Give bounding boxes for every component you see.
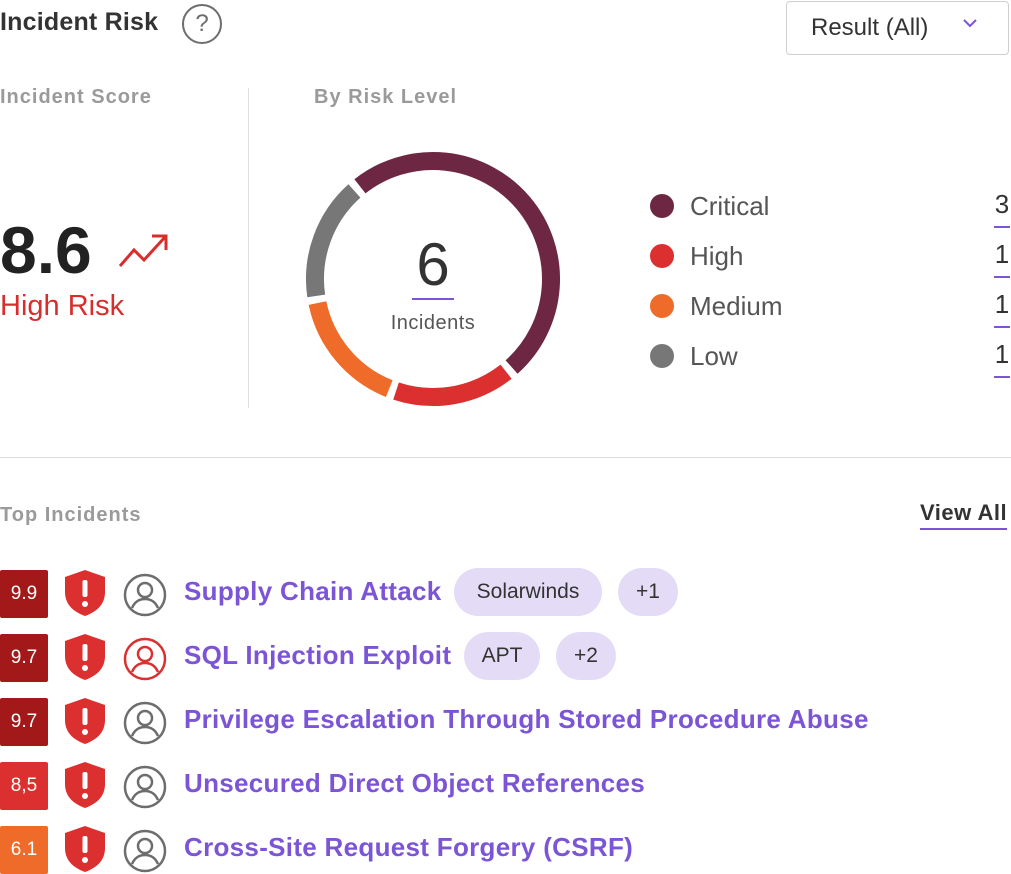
incident-score-badge: 6.1 — [0, 826, 48, 874]
incident-title-link[interactable]: Unsecured Direct Object References — [184, 768, 646, 798]
incident-row: 8,5 Unsecured Direct Object References — [0, 760, 1011, 810]
incident-total[interactable]: 6 — [416, 231, 450, 298]
medium-dot — [650, 294, 674, 318]
incident-total-underline — [412, 298, 454, 300]
incident-score-value: 8.6 — [0, 213, 92, 287]
shield-alert-icon — [65, 762, 105, 808]
incident-total-caption: Incidents — [390, 312, 476, 334]
legend-label: High — [690, 241, 744, 271]
donut-segment-high[interactable] — [393, 364, 512, 406]
incident-row: 6.1 Cross-Site Request Forgery (CSRF) — [0, 824, 1011, 874]
incident-tag[interactable]: APT — [464, 632, 540, 680]
risk-level-label: By Risk Level — [314, 86, 458, 108]
legend-count[interactable]: 1 — [994, 239, 1010, 278]
incident-title-link[interactable]: Cross-Site Request Forgery (CSRF) — [184, 832, 634, 862]
more-tags-badge[interactable]: +2 — [556, 632, 616, 680]
risk-donut-chart — [306, 152, 560, 406]
more-tags-badge[interactable]: +1 — [618, 568, 678, 616]
legend-item-medium: Medium 1 — [650, 286, 1010, 328]
donut-segment-critical[interactable] — [354, 152, 560, 374]
top-incidents-label: Top Incidents — [0, 504, 142, 526]
widget-title: Incident Risk — [0, 8, 159, 36]
low-dot — [650, 344, 674, 368]
shield-alert-icon — [65, 826, 105, 872]
user-icon[interactable] — [122, 764, 168, 810]
incident-score-badge: 8,5 — [0, 762, 48, 810]
vertical-divider — [248, 88, 249, 408]
incident-row: 9.9 Supply Chain Attack Solarwinds +1 — [0, 568, 1011, 618]
shield-alert-icon — [65, 698, 105, 744]
legend-item-critical: Critical 3 — [650, 186, 1010, 228]
legend-count[interactable]: 1 — [994, 289, 1010, 328]
help-icon[interactable]: ? — [182, 4, 222, 44]
legend-label: Low — [690, 341, 738, 371]
chevron-down-icon — [963, 19, 977, 28]
result-filter-dropdown[interactable]: Result (All) — [786, 1, 1009, 55]
trend-up-icon — [118, 234, 168, 267]
incident-score-badge: 9.7 — [0, 634, 48, 682]
legend-label: Critical — [690, 191, 770, 221]
user-icon[interactable] — [122, 700, 168, 746]
incident-row: 9.7 SQL Injection Exploit APT +2 — [0, 632, 1011, 682]
shield-alert-icon — [65, 634, 105, 680]
risk-level-text: High Risk — [0, 290, 125, 322]
incident-tag[interactable]: Solarwinds — [454, 568, 602, 616]
user-icon[interactable] — [122, 828, 168, 874]
result-filter-label: Result (All) — [811, 14, 929, 41]
legend-count[interactable]: 3 — [994, 189, 1010, 228]
legend-item-high: High 1 — [650, 236, 1010, 278]
donut-segment-medium[interactable] — [308, 300, 393, 397]
shield-alert-icon — [65, 570, 105, 616]
legend-item-low: Low 1 — [650, 336, 1010, 378]
donut-segment-low[interactable] — [306, 184, 361, 298]
incident-title-link[interactable]: SQL Injection Exploit — [184, 640, 452, 670]
user-icon[interactable] — [122, 572, 168, 618]
view-all-link[interactable]: View All — [920, 500, 1008, 530]
incident-row: 9.7 Privilege Escalation Through Stored … — [0, 696, 1011, 746]
legend-label: Medium — [690, 291, 783, 321]
incident-title-link[interactable]: Privilege Escalation Through Stored Proc… — [184, 704, 869, 734]
critical-dot — [650, 194, 674, 218]
high-dot — [650, 244, 674, 268]
section-divider — [0, 457, 1011, 458]
user-alert-icon[interactable] — [122, 636, 168, 682]
incident-title-link[interactable]: Supply Chain Attack — [184, 576, 442, 606]
legend-count[interactable]: 1 — [994, 339, 1010, 378]
incident-score-badge: 9.7 — [0, 698, 48, 746]
incident-score-badge: 9.9 — [0, 570, 48, 618]
incident-score-label: Incident Score — [0, 86, 152, 108]
